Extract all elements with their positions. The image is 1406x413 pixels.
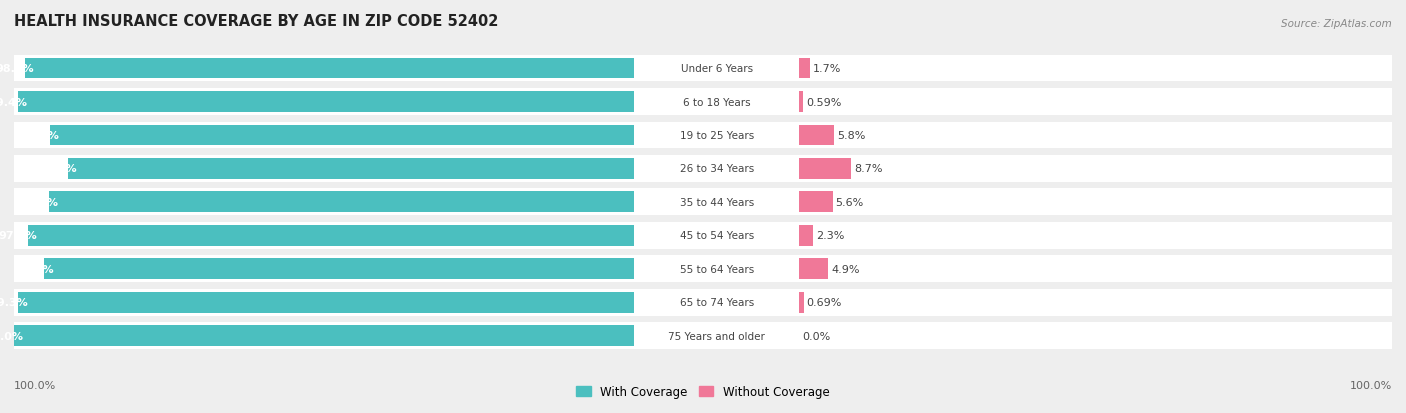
Bar	[28, 225, 634, 246]
Bar	[634, 89, 800, 116]
Text: 91.3%: 91.3%	[39, 164, 77, 174]
Bar	[800, 323, 1392, 349]
Bar	[634, 189, 800, 216]
Bar	[634, 122, 800, 149]
Text: 5.8%: 5.8%	[837, 131, 865, 141]
Text: 0.0%: 0.0%	[803, 331, 831, 341]
Bar	[800, 89, 1392, 116]
Bar	[800, 192, 832, 213]
Bar	[24, 59, 634, 79]
Bar	[800, 156, 1392, 183]
Text: 94.2%: 94.2%	[21, 131, 59, 141]
Text: 5.6%: 5.6%	[835, 197, 863, 207]
Bar	[634, 156, 800, 183]
Bar	[800, 256, 1392, 282]
Text: Source: ZipAtlas.com: Source: ZipAtlas.com	[1281, 19, 1392, 29]
Bar	[800, 222, 1392, 249]
Text: Under 6 Years: Under 6 Years	[681, 64, 752, 74]
Bar	[634, 289, 800, 316]
Text: HEALTH INSURANCE COVERAGE BY AGE IN ZIP CODE 52402: HEALTH INSURANCE COVERAGE BY AGE IN ZIP …	[14, 14, 499, 29]
Bar	[634, 323, 800, 349]
Bar	[634, 56, 800, 82]
Bar	[14, 325, 634, 346]
Text: 94.4%: 94.4%	[20, 197, 58, 207]
Bar	[14, 89, 634, 116]
Bar	[14, 289, 634, 316]
Text: 99.3%: 99.3%	[0, 297, 28, 307]
Bar	[800, 56, 1392, 82]
Bar	[634, 222, 800, 249]
Bar	[14, 222, 634, 249]
Text: 95.1%: 95.1%	[15, 264, 53, 274]
Bar	[51, 125, 634, 146]
Bar	[45, 259, 634, 280]
Text: 100.0%: 100.0%	[14, 380, 56, 390]
Bar	[14, 256, 634, 282]
Text: 1.7%: 1.7%	[813, 64, 841, 74]
Text: 0.69%: 0.69%	[807, 297, 842, 307]
Bar	[800, 122, 1392, 149]
Text: 55 to 64 Years: 55 to 64 Years	[679, 264, 754, 274]
Bar	[800, 92, 803, 113]
Bar	[67, 159, 634, 179]
Bar	[800, 125, 834, 146]
Text: 65 to 74 Years: 65 to 74 Years	[679, 297, 754, 307]
Bar	[14, 189, 634, 216]
Bar	[800, 225, 813, 246]
Bar	[800, 159, 851, 179]
Bar	[634, 256, 800, 282]
Text: 97.7%: 97.7%	[0, 231, 38, 241]
Text: 4.9%: 4.9%	[831, 264, 860, 274]
Bar	[18, 292, 634, 313]
Text: 8.7%: 8.7%	[853, 164, 883, 174]
Bar	[14, 323, 634, 349]
Bar	[18, 92, 634, 113]
Text: 75 Years and older: 75 Years and older	[668, 331, 765, 341]
Text: 26 to 34 Years: 26 to 34 Years	[679, 164, 754, 174]
Text: 99.4%: 99.4%	[0, 97, 27, 107]
Bar	[14, 122, 634, 149]
Bar	[800, 292, 804, 313]
Text: 19 to 25 Years: 19 to 25 Years	[679, 131, 754, 141]
Text: 6 to 18 Years: 6 to 18 Years	[683, 97, 751, 107]
Bar	[800, 189, 1392, 216]
Text: 98.3%: 98.3%	[0, 64, 34, 74]
Text: 100.0%: 100.0%	[0, 331, 24, 341]
Bar	[49, 192, 634, 213]
Bar	[800, 259, 828, 280]
Bar	[800, 289, 1392, 316]
Text: 2.3%: 2.3%	[815, 231, 845, 241]
Text: 100.0%: 100.0%	[1350, 380, 1392, 390]
Text: 45 to 54 Years: 45 to 54 Years	[679, 231, 754, 241]
Text: 0.59%: 0.59%	[806, 97, 841, 107]
Bar	[800, 59, 810, 79]
Legend: With Coverage, Without Coverage: With Coverage, Without Coverage	[572, 381, 834, 403]
Text: 35 to 44 Years: 35 to 44 Years	[679, 197, 754, 207]
Bar	[14, 156, 634, 183]
Bar	[14, 56, 634, 82]
